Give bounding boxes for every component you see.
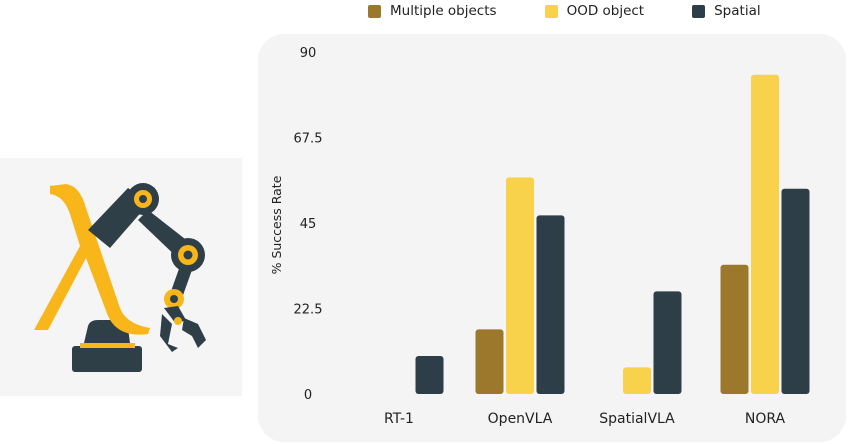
bars: [415, 74, 810, 395]
bar-multiple-objects-openvla: [475, 329, 504, 394]
y-tick-label: 22.5: [294, 303, 323, 318]
legend-item-multiple-objects: Multiple objects: [368, 3, 497, 19]
gripper-joint: [174, 317, 182, 325]
robot-base: [72, 346, 142, 372]
lambda-symbol: [34, 184, 150, 335]
y-axis-label: % Success Rate: [269, 175, 284, 274]
legend-item-spatial: Spatial: [692, 3, 761, 19]
legend-label-ood-object: OOD object: [566, 3, 645, 19]
x-tick-label: SpatialVLA: [599, 411, 675, 427]
legend-item-ood-object: OOD object: [544, 3, 645, 19]
legend-swatch-ood-object: [544, 4, 558, 18]
x-tick-label: OpenVLA: [488, 411, 553, 427]
y-tick-label: 0: [304, 388, 312, 403]
gripper-finger-left: [160, 314, 178, 352]
y-tick-label: 45: [300, 217, 317, 232]
arm-joint-shoulder-center: [139, 195, 147, 203]
y-tick-label: 90: [300, 46, 317, 61]
arm-joint-wrist-center: [170, 295, 178, 303]
legend-swatch-multiple-objects: [368, 4, 381, 18]
bar-ood-object-nora: [751, 74, 779, 395]
legend-label-spatial: Spatial: [714, 3, 761, 19]
y-tick-label: 67.5: [294, 132, 323, 147]
bar-multiple-objects-nora: [720, 264, 749, 394]
bar-spatial-openvla: [536, 215, 565, 394]
bar-ood-object-spatialvla: [623, 367, 651, 394]
arm-joint-elbow-center: [183, 250, 193, 260]
legend-label-multiple-objects: Multiple objects: [390, 3, 497, 19]
bar-spatial-nora: [781, 188, 810, 394]
legend-swatch-spatial: [692, 4, 706, 18]
logo-panel: [0, 158, 242, 396]
bar-spatial-rt-1: [415, 356, 444, 394]
gripper-finger-right: [182, 318, 206, 348]
bar-ood-object-openvla: [506, 177, 534, 394]
robot-base-stripe: [80, 343, 135, 348]
y-axis-ticks: 0 22.5 45 67.5 90: [294, 46, 323, 403]
chart-legend: Multiple objects OOD object Spatial: [368, 0, 809, 22]
bar-spatial-spatialvla: [653, 291, 682, 394]
lambda-robot-arm-icon: [34, 183, 206, 372]
x-tick-label: NORA: [745, 411, 786, 427]
x-tick-label: RT-1: [384, 411, 414, 427]
x-axis-ticks: RT-1 OpenVLA SpatialVLA NORA: [384, 411, 786, 427]
